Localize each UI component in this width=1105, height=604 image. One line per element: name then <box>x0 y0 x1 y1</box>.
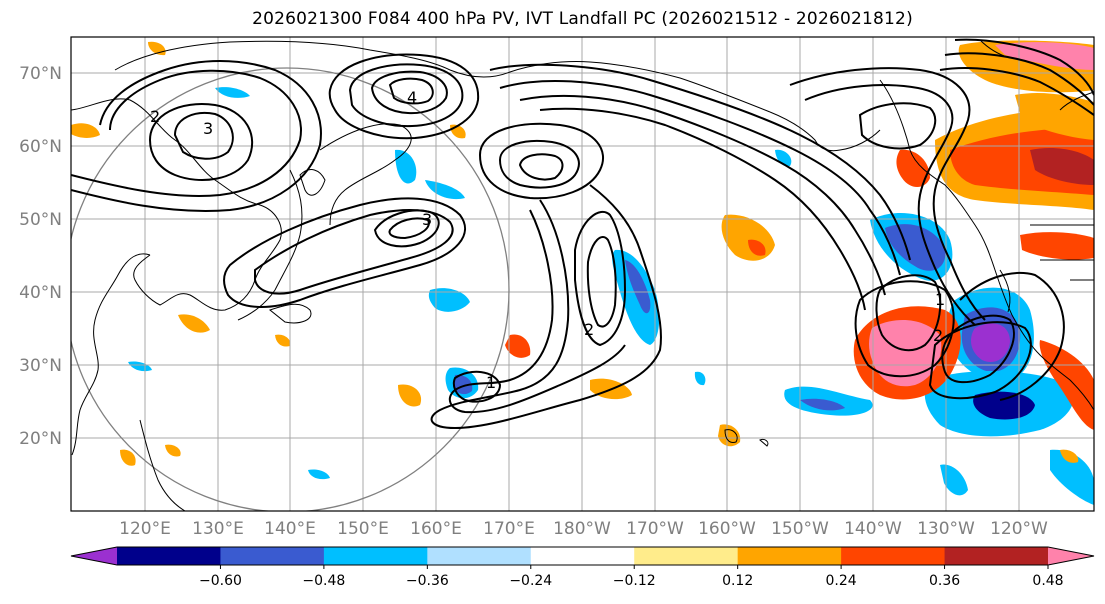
lat-label: 30°N <box>19 356 62 376</box>
contour-labels: 2 3 4 3 2 1 2 1 <box>150 88 945 392</box>
colorbar-cell <box>530 547 635 565</box>
graticule <box>71 37 1094 511</box>
colorbar-tick-label: 0.12 <box>722 573 753 589</box>
colorbar-cell <box>427 547 532 565</box>
contour-label: 1 <box>486 373 496 392</box>
colorbar-cell <box>737 547 842 565</box>
lat-label: 20°N <box>19 429 62 449</box>
lon-label: 140°E <box>264 519 316 539</box>
colorbar-cell <box>117 547 221 565</box>
lat-label: 50°N <box>19 210 62 230</box>
colorbar-tick-label: 0.36 <box>929 573 960 589</box>
lat-label: 60°N <box>19 137 62 157</box>
contour-label: 3 <box>422 210 432 229</box>
colorbar-tick-label: −0.12 <box>613 573 656 589</box>
latitude-labels: 70°N 60°N 50°N 40°N 30°N 20°N <box>19 64 62 449</box>
lat-label: 70°N <box>19 64 62 84</box>
contour-label: 3 <box>203 119 213 138</box>
longitude-labels: 120°E 130°E 140°E 150°E 160°E 170°E 180°… <box>119 519 1048 539</box>
lon-label: 130°E <box>192 519 244 539</box>
contour-label: 1 <box>935 290 945 309</box>
colorbar-tick-label: 0.24 <box>826 573 857 589</box>
contour-label: 2 <box>933 326 943 345</box>
colorbar-cell <box>634 547 739 565</box>
chart-title: 2026021300 F084 400 hPa PV, IVT Landfall… <box>252 9 913 29</box>
lon-label: 160°E <box>410 519 462 539</box>
lon-label: 170°W <box>626 519 684 539</box>
colorbar-tick-label: 0.48 <box>1032 573 1063 589</box>
lon-label: 140°W <box>844 519 902 539</box>
colorbar-tick-label: −0.60 <box>199 573 242 589</box>
colorbar-extend-low <box>71 547 117 565</box>
colorbar-ticks: −0.60 −0.48 −0.36 −0.24 −0.12 0.12 0.24 0.36 0.4… <box>199 565 1064 589</box>
colorbar: −0.60 −0.48 −0.36 −0.24 −0.12 0.12 0.24 0.36 0.4… <box>70 546 1095 589</box>
lon-label: 170°E <box>483 519 535 539</box>
lon-label: 120°E <box>119 519 171 539</box>
coastlines <box>71 39 1094 511</box>
colorbar-tick-label: −0.36 <box>406 573 449 589</box>
colorbar-tick-label: −0.24 <box>509 573 552 589</box>
colorbar-cell <box>944 547 1049 565</box>
map-border <box>70 36 1095 512</box>
lon-label: 150°W <box>771 519 829 539</box>
colorbar-cells <box>117 547 1049 565</box>
contour-label: 4 <box>407 88 417 107</box>
colorbar-tick-label: −0.48 <box>302 573 345 589</box>
colorbar-cell <box>323 547 428 565</box>
lon-label: 130°W <box>917 519 975 539</box>
map-content: 2 3 4 3 2 1 2 1 <box>71 37 1094 511</box>
pv-contours <box>71 38 1094 430</box>
lon-label: 120°W <box>990 519 1048 539</box>
contour-label: 2 <box>150 107 160 126</box>
lon-label: 180°W <box>553 519 611 539</box>
colorbar-extend-high <box>1048 547 1094 565</box>
lat-label: 40°N <box>19 283 62 303</box>
ivt-positive-patches <box>71 40 1094 466</box>
lon-label: 160°W <box>698 519 756 539</box>
colorbar-cell <box>220 547 325 565</box>
colorbar-cell <box>841 547 946 565</box>
ivt-negative-patches <box>128 87 1094 505</box>
contour-label: 2 <box>584 320 594 339</box>
range-circle <box>71 67 510 511</box>
lon-label: 150°E <box>337 519 389 539</box>
